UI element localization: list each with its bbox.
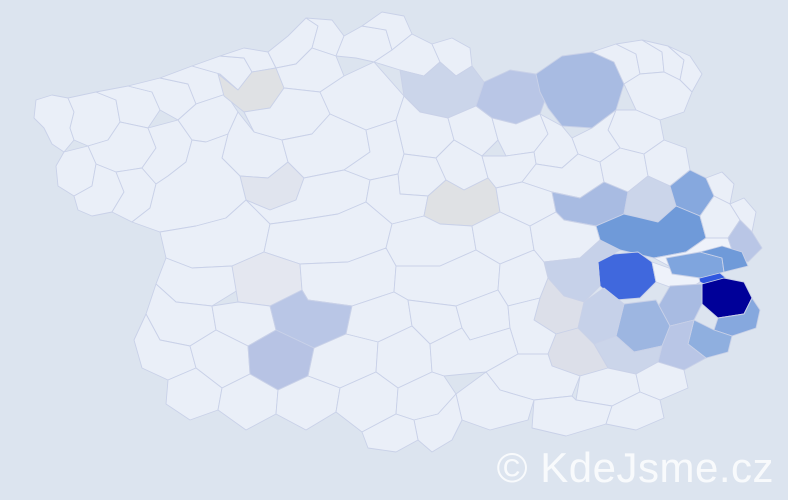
district[interactable] (729, 197, 757, 233)
district-layer (33, 11, 763, 453)
district[interactable] (33, 94, 75, 153)
district[interactable] (413, 393, 463, 453)
district[interactable] (361, 413, 419, 453)
district[interactable] (705, 171, 735, 205)
district[interactable] (605, 391, 665, 431)
district[interactable] (699, 245, 749, 273)
district[interactable] (623, 71, 693, 121)
district[interactable] (455, 371, 535, 431)
